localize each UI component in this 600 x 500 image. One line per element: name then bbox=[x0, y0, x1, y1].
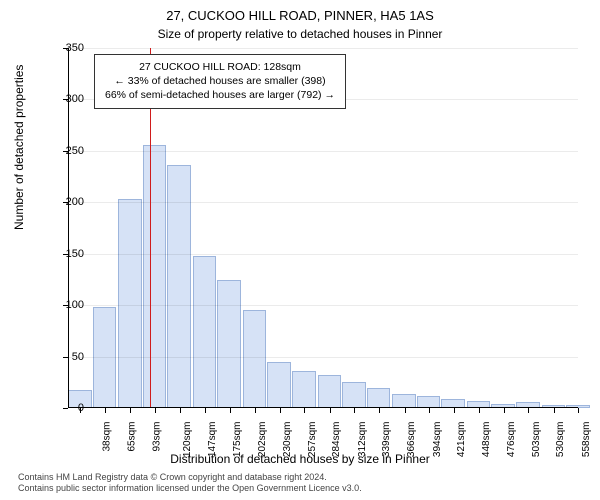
footer-attribution: Contains HM Land Registry data © Crown c… bbox=[18, 472, 362, 495]
histogram-bar bbox=[118, 199, 142, 408]
x-tick-label: 257sqm bbox=[307, 422, 318, 458]
x-tick-label: 558sqm bbox=[581, 422, 592, 458]
x-tick-label: 147sqm bbox=[207, 422, 218, 458]
x-tick-label: 530sqm bbox=[555, 422, 566, 458]
x-tick bbox=[280, 408, 281, 413]
x-tick bbox=[504, 408, 505, 413]
x-tick bbox=[405, 408, 406, 413]
x-tick-label: 284sqm bbox=[331, 422, 342, 458]
x-tick-label: 476sqm bbox=[506, 422, 517, 458]
histogram-bar bbox=[267, 362, 291, 408]
y-tick-label: 0 bbox=[44, 402, 84, 414]
x-tick-label: 202sqm bbox=[257, 422, 268, 458]
x-tick-label: 366sqm bbox=[406, 422, 417, 458]
x-tick bbox=[479, 408, 480, 413]
x-tick bbox=[130, 408, 131, 413]
y-tick-label: 250 bbox=[44, 145, 84, 157]
x-tick bbox=[330, 408, 331, 413]
x-tick bbox=[180, 408, 181, 413]
histogram-bar bbox=[143, 145, 167, 408]
x-tick bbox=[578, 408, 579, 413]
x-tick-label: 230sqm bbox=[282, 422, 293, 458]
x-tick-label: 448sqm bbox=[481, 422, 492, 458]
histogram-bar bbox=[217, 280, 241, 408]
x-tick bbox=[554, 408, 555, 413]
x-tick bbox=[454, 408, 455, 413]
chart-title-address: 27, CUCKOO HILL ROAD, PINNER, HA5 1AS bbox=[0, 0, 600, 23]
annotation-callout: 27 CUCKOO HILL ROAD: 128sqm ← 33% of det… bbox=[94, 54, 346, 109]
x-tick bbox=[354, 408, 355, 413]
histogram-bar bbox=[93, 307, 117, 408]
footer-line-1: Contains HM Land Registry data © Crown c… bbox=[18, 472, 362, 483]
x-tick bbox=[304, 408, 305, 413]
x-tick-label: 394sqm bbox=[432, 422, 443, 458]
annotation-line-1: 27 CUCKOO HILL ROAD: 128sqm bbox=[105, 60, 335, 74]
x-tick-label: 93sqm bbox=[152, 422, 163, 452]
histogram-bar bbox=[367, 388, 391, 408]
x-tick bbox=[429, 408, 430, 413]
gridline bbox=[68, 202, 578, 203]
footer-line-2: Contains public sector information licen… bbox=[18, 483, 362, 494]
x-tick bbox=[230, 408, 231, 413]
histogram-bar bbox=[342, 382, 366, 408]
y-tick-label: 100 bbox=[44, 299, 84, 311]
y-tick-label: 350 bbox=[44, 42, 84, 54]
x-tick-label: 175sqm bbox=[232, 422, 243, 458]
x-tick-label: 312sqm bbox=[357, 422, 368, 458]
histogram-bar bbox=[318, 375, 342, 408]
x-tick-label: 65sqm bbox=[126, 422, 137, 452]
x-tick bbox=[528, 408, 529, 413]
x-axis-line bbox=[68, 407, 578, 408]
gridline bbox=[68, 151, 578, 152]
y-tick-label: 300 bbox=[44, 93, 84, 105]
y-tick-label: 50 bbox=[44, 351, 84, 363]
x-tick-label: 421sqm bbox=[456, 422, 467, 458]
gridline bbox=[68, 254, 578, 255]
gridline bbox=[68, 48, 578, 49]
x-tick-label: 120sqm bbox=[182, 422, 193, 458]
histogram-bar bbox=[392, 394, 416, 408]
gridline bbox=[68, 305, 578, 306]
y-tick-label: 200 bbox=[44, 196, 84, 208]
x-tick bbox=[379, 408, 380, 413]
x-tick-label: 503sqm bbox=[531, 422, 542, 458]
y-axis-label: Number of detached properties bbox=[12, 65, 26, 230]
chart-subtitle: Size of property relative to detached ho… bbox=[0, 23, 600, 41]
annotation-line-3: 66% of semi-detached houses are larger (… bbox=[105, 88, 335, 102]
x-tick bbox=[205, 408, 206, 413]
histogram-bar bbox=[292, 371, 316, 408]
x-tick bbox=[155, 408, 156, 413]
annotation-line-2: ← 33% of detached houses are smaller (39… bbox=[105, 74, 335, 88]
histogram-bar bbox=[243, 310, 267, 408]
x-tick bbox=[105, 408, 106, 413]
gridline bbox=[68, 357, 578, 358]
y-tick-label: 150 bbox=[44, 248, 84, 260]
x-tick bbox=[255, 408, 256, 413]
x-tick-label: 339sqm bbox=[381, 422, 392, 458]
x-tick-label: 38sqm bbox=[102, 422, 113, 452]
histogram-bar bbox=[193, 256, 217, 408]
